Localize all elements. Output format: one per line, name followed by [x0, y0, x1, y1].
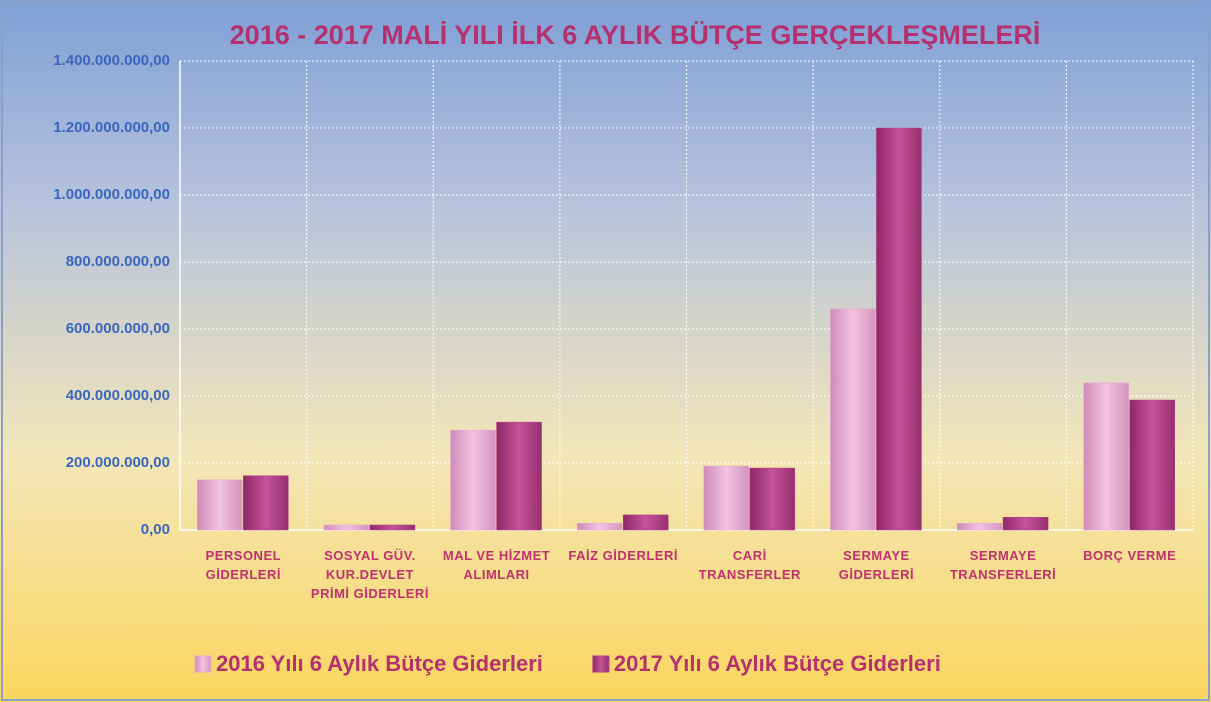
bar [1129, 399, 1175, 531]
legend-swatch [592, 655, 610, 673]
x-tick-label: FAİZ GİDERLERİ [568, 548, 678, 563]
bar [197, 479, 243, 531]
bar [622, 514, 669, 531]
bar [323, 524, 370, 531]
bar [243, 475, 289, 531]
y-tick-label: 0,00 [141, 521, 170, 538]
y-tick-label: 1.000.000.000,00 [53, 186, 170, 203]
y-tick-label: 600.000.000,00 [66, 320, 170, 337]
bar [1083, 382, 1129, 531]
bar [496, 421, 542, 531]
x-tick-label: BORÇ VERME [1083, 548, 1177, 563]
x-tick-label: SERMAYE TRANSFERLERİ [949, 548, 1057, 582]
legend-label: 2016 Yılı 6 Aylık Bütçe Giderleri [216, 651, 543, 676]
x-tick-label: SERMAYE GİDERLERİ [838, 548, 915, 582]
x-tick-label: MAL VE HİZMET ALIMLARI [442, 548, 551, 582]
bar [830, 308, 876, 531]
x-tick-label: CARİ TRANSFERLER [698, 548, 801, 582]
bar [450, 429, 496, 531]
y-tick-label: 1.200.000.000,00 [53, 119, 170, 136]
bar [369, 524, 416, 531]
legend-swatch [194, 655, 212, 673]
y-tick-label: 1.400.000.000,00 [53, 52, 170, 69]
x-tick-label: SOSYAL GÜV. KUR.DEVLET PRİMİ GİDERLERİ [310, 548, 429, 601]
bar [1002, 517, 1049, 531]
legend-label: 2017 Yılı 6 Aylık Bütçe Giderleri [614, 651, 941, 676]
y-tick-label: 400.000.000,00 [66, 387, 170, 404]
y-tick-label: 200.000.000,00 [66, 454, 170, 471]
bar [749, 467, 796, 531]
bar [956, 523, 1003, 531]
chart-title: 2016 - 2017 MALİ YILI İLK 6 AYLIK BÜTÇE … [230, 20, 1041, 50]
y-tick-label: 800.000.000,00 [66, 253, 170, 270]
bar [703, 465, 750, 531]
bar [576, 523, 623, 531]
bar [876, 127, 922, 531]
x-tick-label: PERSONEL GİDERLERİ [205, 548, 282, 582]
